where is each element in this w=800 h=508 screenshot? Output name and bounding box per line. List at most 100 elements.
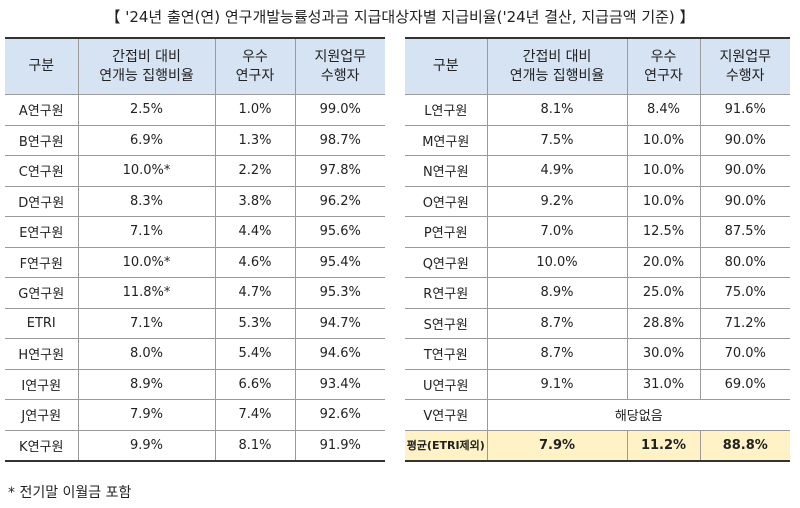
cell: 4.7% — [214, 277, 296, 309]
cell: 90.0% — [699, 185, 790, 217]
cell: ETRI — [5, 307, 79, 339]
row: J연구원 7.9% 7.4% 92.6% — [5, 399, 385, 431]
row: P연구원 7.0% 12.5% 87.5% — [405, 216, 790, 248]
row: L연구원 8.1% 8.4% 91.6% — [405, 94, 790, 126]
cell: 9.1% — [486, 368, 628, 400]
cell: 9.2% — [486, 185, 628, 217]
cell: I연구원 — [5, 368, 79, 400]
cell: 8.1% — [214, 429, 296, 462]
cell: 6.9% — [77, 124, 216, 156]
row: M연구원 7.5% 10.0% 90.0% — [405, 124, 790, 156]
header-cell: 구분 — [405, 37, 488, 95]
cell: 93.4% — [294, 368, 385, 400]
header-cell: 우수 연구자 — [214, 37, 296, 95]
cell: 12.5% — [626, 216, 701, 248]
cell: 7.1% — [77, 307, 216, 339]
row: 평균(ETRI제외) 7.9% 11.2% 88.8% — [405, 429, 790, 462]
cell: F연구원 — [5, 246, 79, 278]
cell: 3.8% — [214, 185, 296, 217]
cell: E연구원 — [5, 216, 79, 248]
header-row: 구분 간접비 대비 연개능 집행비율 우수 연구자 지원업무 수행자 — [5, 37, 385, 95]
cell: O연구원 — [405, 185, 488, 217]
cell: 10.0% — [626, 124, 701, 156]
cell: 95.4% — [294, 246, 385, 278]
cell: 8.7% — [486, 338, 628, 370]
cell: G연구원 — [5, 277, 79, 309]
row: C연구원 10.0%* 2.2% 97.8% — [5, 155, 385, 187]
cell: 11.8%* — [77, 277, 216, 309]
cell: S연구원 — [405, 307, 488, 339]
row: R연구원 8.9% 25.0% 75.0% — [405, 277, 790, 309]
cell: A연구원 — [5, 94, 79, 126]
cell: 4.9% — [486, 155, 628, 187]
cell: R연구원 — [405, 277, 488, 309]
header-row: 구분 간접비 대비 연개능 집행비율 우수 연구자 지원업무 수행자 — [405, 37, 790, 95]
cell: 30.0% — [626, 338, 701, 370]
cell: 8.4% — [626, 94, 701, 126]
cell: 8.9% — [486, 277, 628, 309]
cell: 9.9% — [77, 429, 216, 462]
cell: C연구원 — [5, 155, 79, 187]
cell: 96.2% — [294, 185, 385, 217]
table: 구분 간접비 대비 연개능 집행비율 우수 연구자 지원업무 수행자 L연구원 8.1% 8… — [405, 37, 790, 462]
cell: 91.9% — [294, 429, 385, 462]
row: ETRI 7.1% 5.3% 94.7% — [5, 307, 385, 339]
cell: 25.0% — [626, 277, 701, 309]
cell: 10.0%* — [77, 155, 216, 187]
cell: 10.0%* — [77, 246, 216, 278]
cell: 8.9% — [77, 368, 216, 400]
row: H연구원 8.0% 5.4% 94.6% — [5, 338, 385, 370]
header-cell: 간접비 대비 연개능 집행비율 — [486, 37, 628, 95]
cell: 7.1% — [77, 216, 216, 248]
cell: U연구원 — [405, 368, 488, 400]
cell: 4.6% — [214, 246, 296, 278]
cell: 87.5% — [699, 216, 790, 248]
cell: 11.2% — [626, 429, 701, 462]
cell: P연구원 — [405, 216, 488, 248]
row: T연구원 8.7% 30.0% 70.0% — [405, 338, 790, 370]
header-cell: 지원업무 수행자 — [699, 37, 790, 95]
row: B연구원 6.9% 1.3% 98.7% — [5, 124, 385, 156]
cell: 10.0% — [626, 185, 701, 217]
cell: 7.0% — [486, 216, 628, 248]
cell: 80.0% — [699, 246, 790, 278]
cell: 10.0% — [626, 155, 701, 187]
cell: 90.0% — [699, 155, 790, 187]
row: F연구원 10.0%* 4.6% 95.4% — [5, 246, 385, 278]
cell: 75.0% — [699, 277, 790, 309]
row: G연구원 11.8%* 4.7% 95.3% — [5, 277, 385, 309]
row: U연구원 9.1% 31.0% 69.0% — [405, 368, 790, 400]
row: I연구원 8.9% 6.6% 93.4% — [5, 368, 385, 400]
cell: 5.3% — [214, 307, 296, 339]
cell: 7.5% — [486, 124, 628, 156]
cell: 31.0% — [626, 368, 701, 400]
cell: H연구원 — [5, 338, 79, 370]
cell: 71.2% — [699, 307, 790, 339]
cell: L연구원 — [405, 94, 488, 126]
cell: Q연구원 — [405, 246, 488, 278]
row: N연구원 4.9% 10.0% 90.0% — [405, 155, 790, 187]
cell: 1.3% — [214, 124, 296, 156]
cell: 8.3% — [77, 185, 216, 217]
cell: 8.7% — [486, 307, 628, 339]
cell: 1.0% — [214, 94, 296, 126]
cell: 70.0% — [699, 338, 790, 370]
row: O연구원 9.2% 10.0% 90.0% — [405, 185, 790, 217]
header-cell: 구분 — [5, 37, 79, 95]
cell: 98.7% — [294, 124, 385, 156]
row: Q연구원 10.0% 20.0% 80.0% — [405, 246, 790, 278]
cell: 69.0% — [699, 368, 790, 400]
cell: 4.4% — [214, 216, 296, 248]
cell: 7.9% — [77, 399, 216, 431]
cell: 7.9% — [486, 429, 628, 462]
cell: 평균(ETRI제외) — [405, 429, 488, 462]
cell: M연구원 — [405, 124, 488, 156]
cell: 2.5% — [77, 94, 216, 126]
cell: 10.0% — [486, 246, 628, 278]
row: A연구원 2.5% 1.0% 99.0% — [5, 94, 385, 126]
cell: 7.4% — [214, 399, 296, 431]
title: 【 '24년 출연(연) 연구개발능률성과금 지급대상자별 지급비율('24년 … — [105, 8, 695, 26]
footnote: * 전기말 이월금 포함 — [8, 485, 132, 501]
row: S연구원 8.7% 28.8% 71.2% — [405, 307, 790, 339]
